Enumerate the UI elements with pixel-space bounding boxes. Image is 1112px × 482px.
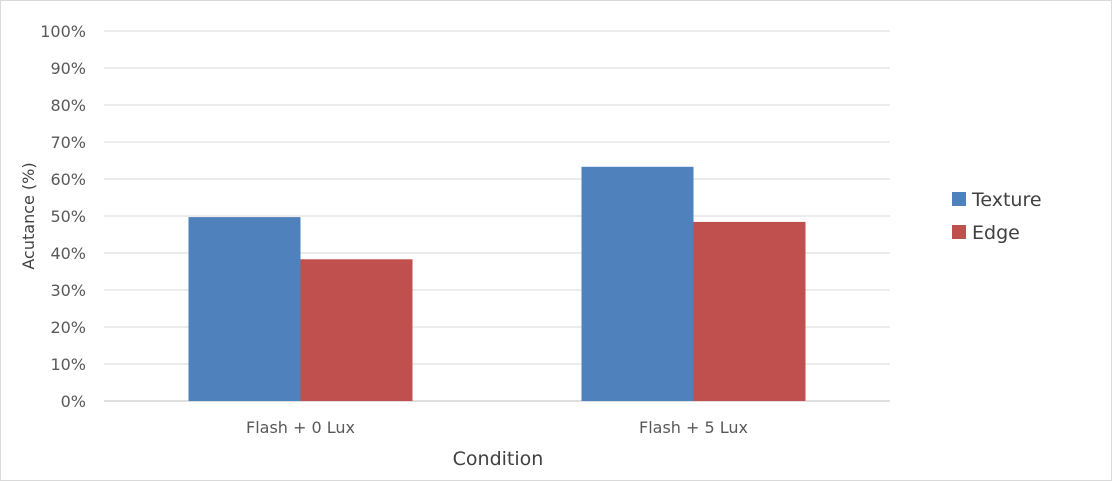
y-tick-label: 80% <box>50 96 86 115</box>
x-tick-label: Flash + 5 Lux <box>639 418 748 437</box>
bars <box>188 166 806 401</box>
legend-label-edge: Edge <box>972 222 1020 244</box>
y-axis-title: Acutance (%) <box>19 162 38 269</box>
bar-edge-1 <box>300 259 413 401</box>
legend: Texture Edge <box>952 189 1042 244</box>
y-axis-ticks: 0% 10% 20% 30% 40% 50% 60% 70% 80% 90% 100% <box>40 22 86 411</box>
y-tick-label: 100% <box>40 22 86 41</box>
x-tick-label: Flash + 0 Lux <box>246 418 355 437</box>
y-tick-label: 90% <box>50 59 86 78</box>
y-tick-label: 40% <box>50 244 86 263</box>
y-tick-label: 60% <box>50 170 86 189</box>
x-axis-title: Condition <box>453 448 544 470</box>
y-tick-label: 10% <box>50 355 86 374</box>
legend-label-texture: Texture <box>971 189 1042 211</box>
x-axis-ticks: Flash + 0 Lux Flash + 5 Lux <box>246 418 748 437</box>
legend-swatch-edge <box>952 225 966 239</box>
legend-swatch-texture <box>952 192 966 206</box>
y-tick-label: 30% <box>50 281 86 300</box>
bar-texture-1 <box>188 217 301 401</box>
y-tick-label: 50% <box>50 207 86 226</box>
bar-edge-2 <box>693 221 806 401</box>
y-tick-label: 20% <box>50 318 86 337</box>
bar-texture-2 <box>581 166 694 401</box>
y-tick-label: 0% <box>61 392 86 411</box>
y-tick-label: 70% <box>50 133 86 152</box>
